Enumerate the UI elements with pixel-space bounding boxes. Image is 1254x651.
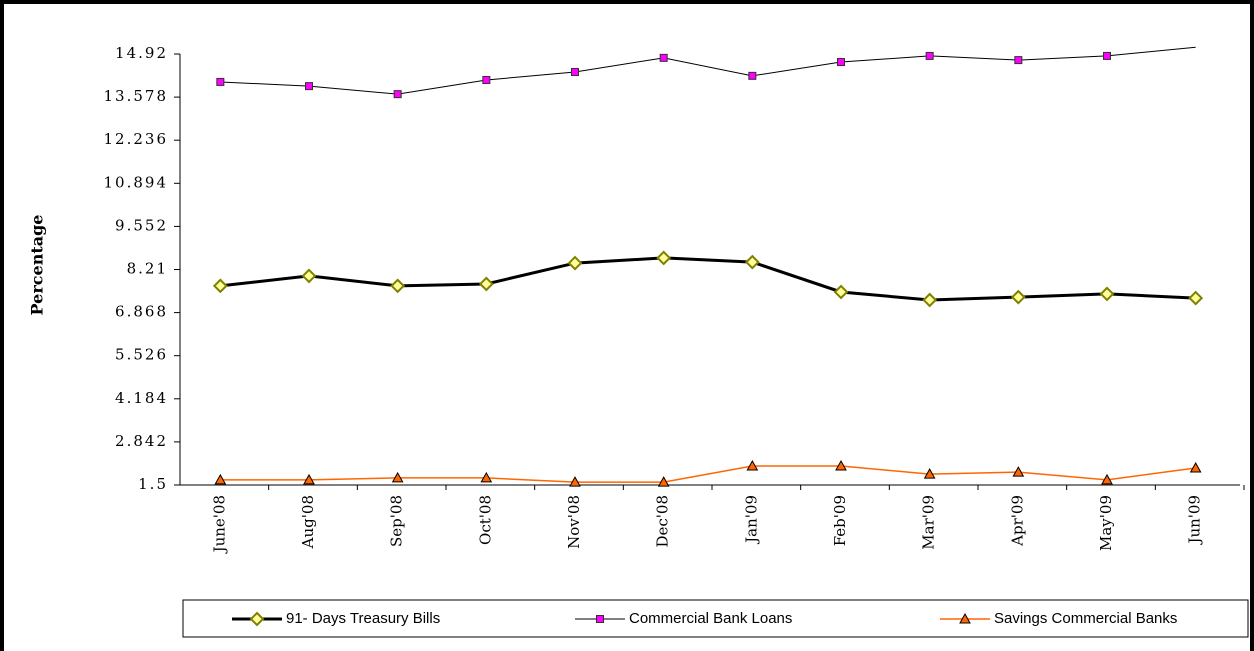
- marker: [1099, 286, 1115, 302]
- marker: [305, 82, 313, 91]
- y-tick-label: 14.92: [115, 44, 168, 62]
- marker: [1188, 290, 1204, 306]
- marker: [923, 468, 936, 479]
- marker: [480, 471, 493, 483]
- x-tick-label: Sep'08: [388, 495, 406, 547]
- series-line: [220, 256, 1196, 302]
- marker: [657, 476, 670, 487]
- marker: [482, 76, 491, 85]
- legend-label: 91- Days Treasury Bills: [286, 610, 440, 627]
- marker: [478, 276, 494, 292]
- marker: [837, 58, 845, 67]
- x-tick-label: May'09: [1097, 495, 1115, 551]
- y-tick-label: 9.552: [115, 216, 168, 234]
- y-tick-label: 6.868: [115, 303, 168, 321]
- x-tick-label: Oct'08: [476, 495, 494, 545]
- legend-label: Savings Commercial Banks: [994, 610, 1177, 627]
- legend-label: Commercial Bank Loans: [629, 610, 792, 627]
- x-tick-label: Jan'09: [742, 495, 760, 545]
- y-tick-label: 8.21: [127, 260, 168, 278]
- y-tick-label: 13.578: [104, 87, 169, 105]
- x-tick-label: June'08: [210, 495, 228, 554]
- x-tick-label: Apr'09: [1008, 495, 1026, 547]
- marker: [303, 473, 315, 485]
- marker: [212, 278, 228, 294]
- marker: [571, 67, 579, 76]
- y-tick-label: 4.184: [115, 389, 168, 407]
- series-line: [220, 46, 1196, 95]
- y-tick-label: 2.842: [115, 432, 168, 450]
- x-tick-label: Dec'08: [654, 495, 672, 548]
- y-tick-label: 1.5: [138, 475, 168, 493]
- legend-marker: [596, 615, 604, 623]
- marker: [659, 53, 668, 62]
- marker: [390, 278, 406, 294]
- marker: [1012, 466, 1025, 477]
- marker: [925, 51, 934, 60]
- marker: [1101, 473, 1113, 485]
- series-line: [220, 465, 1196, 483]
- x-tick-label: Jun'09: [1186, 495, 1204, 546]
- marker: [214, 473, 227, 485]
- marker: [1189, 461, 1202, 473]
- y-axis-label: Percentage: [28, 215, 47, 316]
- marker: [391, 471, 404, 483]
- y-tick-label: 10.894: [104, 173, 169, 191]
- x-tick-label: Mar'09: [920, 495, 938, 550]
- legend-marker: [959, 612, 971, 624]
- marker: [301, 268, 317, 284]
- marker: [569, 476, 581, 487]
- x-tick-label: Nov'08: [565, 495, 583, 549]
- marker: [746, 460, 759, 471]
- marker: [567, 255, 583, 271]
- marker: [744, 254, 760, 270]
- marker: [1010, 289, 1026, 305]
- marker: [656, 250, 672, 266]
- marker: [833, 284, 849, 300]
- marker: [1014, 56, 1023, 65]
- marker: [748, 71, 757, 80]
- y-tick-label: 5.526: [115, 346, 168, 364]
- marker: [393, 90, 402, 99]
- legend-marker: [249, 611, 265, 627]
- marker: [835, 460, 847, 471]
- marker: [1103, 51, 1111, 60]
- legend-box: [182, 599, 1249, 638]
- marker: [216, 77, 225, 86]
- x-tick-label: Feb'09: [831, 495, 849, 546]
- marker: [922, 292, 938, 308]
- x-tick-label: Aug'08: [299, 495, 317, 549]
- y-tick-label: 12.236: [104, 130, 169, 148]
